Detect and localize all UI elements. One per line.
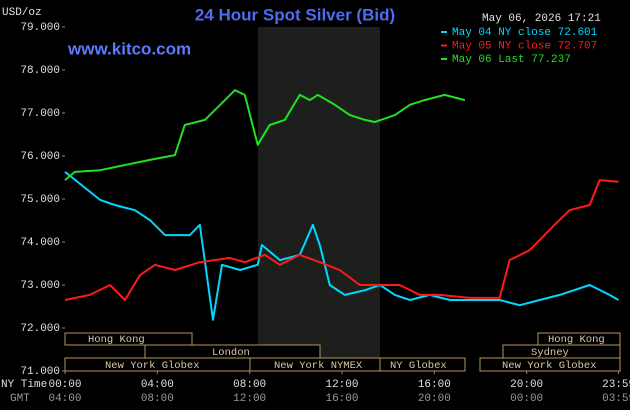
series-line bbox=[64, 89, 466, 181]
legend-close: 77.237 bbox=[531, 54, 571, 66]
x-tick-label: 16:00 bbox=[418, 379, 451, 391]
x2-tick-label: 03:59 bbox=[602, 393, 630, 405]
y-tick-label: 73.000 bbox=[20, 280, 60, 292]
session-box bbox=[379, 357, 466, 372]
session-label: Hong Kong bbox=[548, 334, 605, 346]
x2-tick-label: 12:00 bbox=[233, 393, 266, 405]
nymex-shade bbox=[258, 27, 380, 371]
x-tick-label: 08:00 bbox=[233, 379, 266, 391]
x-tick-label: 04:00 bbox=[141, 379, 174, 391]
x-tick-label: 12:00 bbox=[325, 379, 358, 391]
legend-entry: May 06 Last 77.237 bbox=[452, 54, 571, 66]
y-tick-label: 76.000 bbox=[20, 151, 60, 163]
session-label: NY Globex bbox=[390, 360, 447, 372]
x-tick-label: 23:59 bbox=[602, 379, 630, 391]
x-tick-label: 20:00 bbox=[510, 379, 543, 391]
x2-tick-label: 16:00 bbox=[325, 393, 358, 405]
series-line bbox=[64, 171, 619, 321]
x-row-label: NY Time bbox=[1, 379, 47, 391]
legend-close: 72.707 bbox=[558, 40, 598, 52]
session-label: New York NYMEX bbox=[274, 360, 363, 372]
x2-tick-label: 08:00 bbox=[141, 393, 174, 405]
session-label: London bbox=[212, 347, 250, 359]
x2-row-label: GMT bbox=[10, 393, 30, 405]
session-label: Sydney bbox=[531, 347, 569, 359]
legend-close: 72.601 bbox=[558, 27, 598, 39]
session-label: Hong Kong bbox=[88, 334, 145, 346]
legend-name: May 06 Last bbox=[452, 54, 525, 66]
y-tick-label: 75.000 bbox=[20, 194, 60, 206]
session-box bbox=[479, 357, 621, 372]
x2-tick-label: 04:00 bbox=[48, 393, 81, 405]
unit-label: USD/oz bbox=[2, 7, 42, 19]
session-box bbox=[64, 332, 193, 346]
legend-name: May 04 NY close bbox=[452, 27, 551, 39]
y-tick-label: 77.000 bbox=[20, 108, 60, 120]
y-tick-label: 78.000 bbox=[20, 65, 60, 77]
timestamp: May 06, 2026 17:21 bbox=[482, 13, 601, 25]
x2-tick-label: 00:00 bbox=[510, 393, 543, 405]
chart-title: 24 Hour Spot Silver (Bid) bbox=[195, 5, 395, 24]
legend-name: May 05 NY close bbox=[452, 40, 551, 52]
x2-tick-label: 20:00 bbox=[418, 393, 451, 405]
sessions: Hong Kong London New York Globex New Yor… bbox=[64, 332, 621, 372]
watermark: www.kitco.com bbox=[67, 39, 191, 58]
legend-entry: May 04 NY close 72.601 bbox=[452, 27, 598, 39]
y-tick-label: 74.000 bbox=[20, 237, 60, 249]
session-label: New York Globex bbox=[105, 360, 200, 372]
series-line bbox=[64, 179, 619, 301]
y-tick-label: 79.000 bbox=[20, 22, 60, 34]
x-tick-label: 00:00 bbox=[48, 379, 81, 391]
session-label: New York Globex bbox=[502, 360, 597, 372]
y-tick-label: 71.000 bbox=[20, 366, 60, 378]
legend-entry: May 05 NY close 72.707 bbox=[452, 40, 597, 52]
y-tick-label: 72.000 bbox=[20, 323, 60, 335]
